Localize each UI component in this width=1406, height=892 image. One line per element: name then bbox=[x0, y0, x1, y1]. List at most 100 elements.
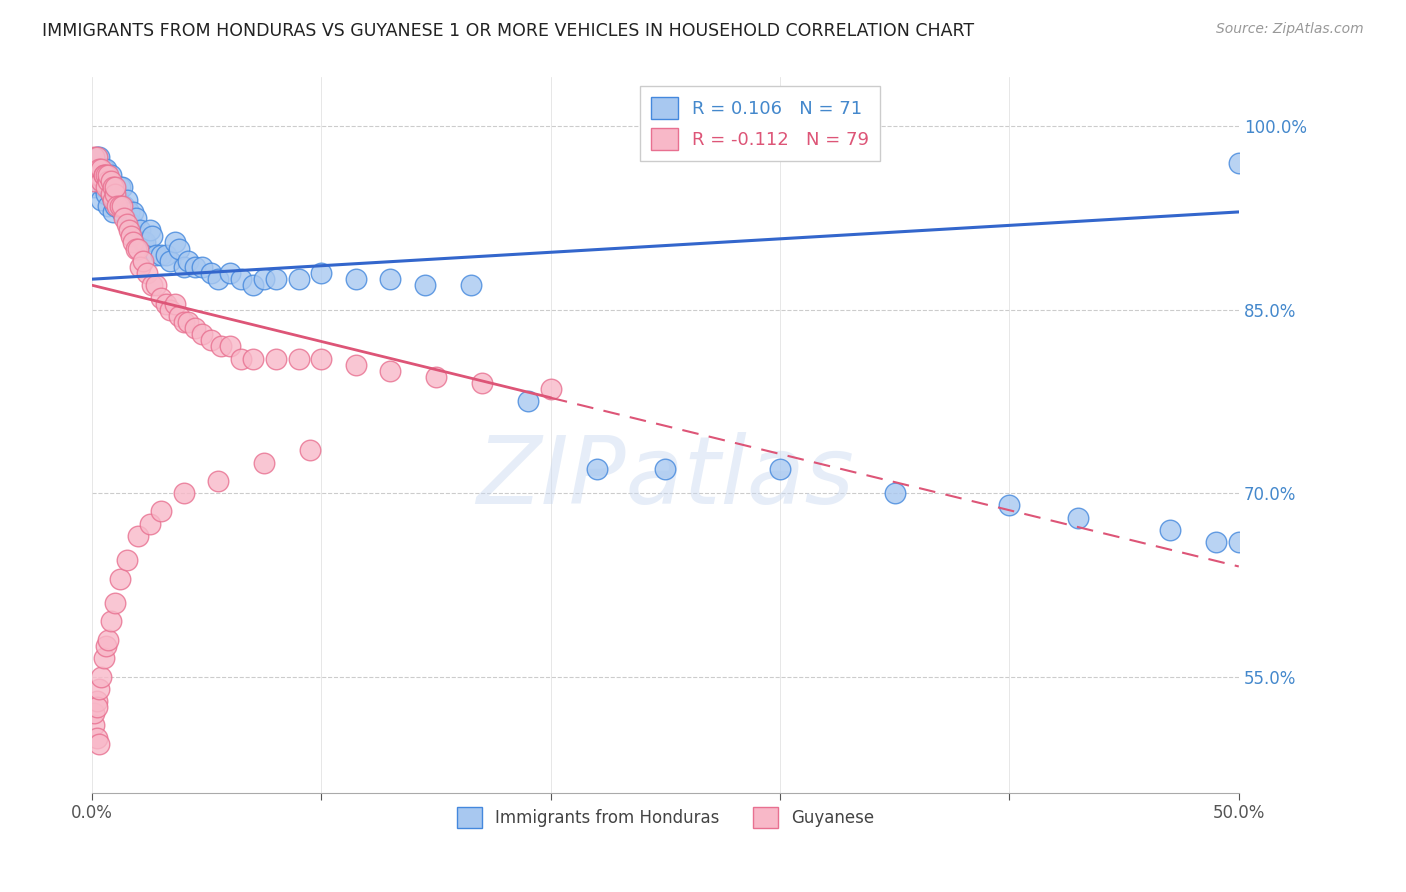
Point bbox=[1227, 156, 1250, 170]
Point bbox=[101, 205, 124, 219]
Point bbox=[540, 382, 562, 396]
Point bbox=[173, 260, 195, 274]
Point bbox=[136, 266, 159, 280]
Point bbox=[585, 461, 607, 475]
Legend: Immigrants from Honduras, Guyanese: Immigrants from Honduras, Guyanese bbox=[450, 801, 882, 834]
Point bbox=[101, 180, 124, 194]
Point bbox=[460, 278, 482, 293]
Point bbox=[207, 474, 229, 488]
Point bbox=[122, 235, 145, 250]
Point bbox=[173, 486, 195, 500]
Point bbox=[111, 199, 134, 213]
Point bbox=[1205, 535, 1227, 549]
Point bbox=[101, 193, 124, 207]
Point bbox=[87, 162, 110, 177]
Point bbox=[94, 168, 117, 182]
Point bbox=[299, 443, 322, 458]
Point bbox=[111, 180, 134, 194]
Point bbox=[125, 242, 148, 256]
Point bbox=[169, 309, 191, 323]
Point bbox=[200, 266, 222, 280]
Point bbox=[83, 150, 105, 164]
Point bbox=[87, 737, 110, 751]
Point bbox=[94, 639, 117, 653]
Point bbox=[93, 180, 115, 194]
Point bbox=[104, 180, 127, 194]
Point bbox=[998, 499, 1021, 513]
Point bbox=[112, 211, 135, 225]
Point bbox=[83, 180, 105, 194]
Point bbox=[131, 253, 153, 268]
Point bbox=[184, 321, 207, 335]
Point bbox=[87, 168, 110, 182]
Point bbox=[86, 700, 108, 714]
Point bbox=[173, 315, 195, 329]
Point bbox=[83, 706, 105, 721]
Point bbox=[149, 248, 172, 262]
Point bbox=[127, 229, 149, 244]
Point bbox=[107, 199, 129, 213]
Point bbox=[138, 223, 160, 237]
Text: IMMIGRANTS FROM HONDURAS VS GUYANESE 1 OR MORE VEHICLES IN HOUSEHOLD CORRELATION: IMMIGRANTS FROM HONDURAS VS GUYANESE 1 O… bbox=[42, 22, 974, 40]
Point bbox=[207, 272, 229, 286]
Point bbox=[118, 223, 141, 237]
Point bbox=[163, 235, 186, 250]
Point bbox=[112, 199, 135, 213]
Point bbox=[111, 205, 134, 219]
Point bbox=[769, 461, 792, 475]
Point bbox=[86, 731, 108, 745]
Point bbox=[104, 596, 127, 610]
Point bbox=[129, 223, 152, 237]
Point bbox=[177, 315, 200, 329]
Point bbox=[97, 174, 120, 188]
Point bbox=[253, 456, 276, 470]
Point bbox=[97, 168, 120, 182]
Point bbox=[101, 193, 124, 207]
Point bbox=[104, 199, 127, 213]
Point bbox=[90, 162, 112, 177]
Point bbox=[287, 351, 309, 366]
Point bbox=[97, 199, 120, 213]
Point bbox=[86, 150, 108, 164]
Point bbox=[184, 260, 207, 274]
Point bbox=[311, 266, 333, 280]
Point bbox=[1227, 535, 1250, 549]
Point bbox=[108, 180, 131, 194]
Point bbox=[344, 272, 367, 286]
Point bbox=[122, 205, 145, 219]
Point bbox=[169, 242, 191, 256]
Point bbox=[141, 278, 163, 293]
Point bbox=[344, 358, 367, 372]
Point bbox=[264, 351, 287, 366]
Point bbox=[93, 168, 115, 182]
Point bbox=[120, 229, 142, 244]
Point bbox=[242, 351, 264, 366]
Point bbox=[242, 278, 264, 293]
Point bbox=[115, 217, 138, 231]
Point bbox=[115, 193, 138, 207]
Text: Source: ZipAtlas.com: Source: ZipAtlas.com bbox=[1216, 22, 1364, 37]
Point bbox=[93, 168, 115, 182]
Point bbox=[107, 193, 129, 207]
Point bbox=[129, 260, 152, 274]
Point bbox=[104, 186, 127, 201]
Point bbox=[177, 253, 200, 268]
Point bbox=[118, 205, 141, 219]
Point bbox=[380, 364, 402, 378]
Point bbox=[97, 632, 120, 647]
Point bbox=[253, 272, 276, 286]
Point bbox=[145, 248, 167, 262]
Point bbox=[100, 186, 122, 201]
Point bbox=[149, 291, 172, 305]
Point bbox=[138, 516, 160, 531]
Point bbox=[264, 272, 287, 286]
Point bbox=[287, 272, 309, 286]
Point bbox=[125, 211, 148, 225]
Point bbox=[127, 242, 149, 256]
Point bbox=[131, 235, 153, 250]
Point bbox=[163, 296, 186, 310]
Point bbox=[83, 718, 105, 732]
Point bbox=[90, 669, 112, 683]
Point bbox=[141, 229, 163, 244]
Point bbox=[108, 572, 131, 586]
